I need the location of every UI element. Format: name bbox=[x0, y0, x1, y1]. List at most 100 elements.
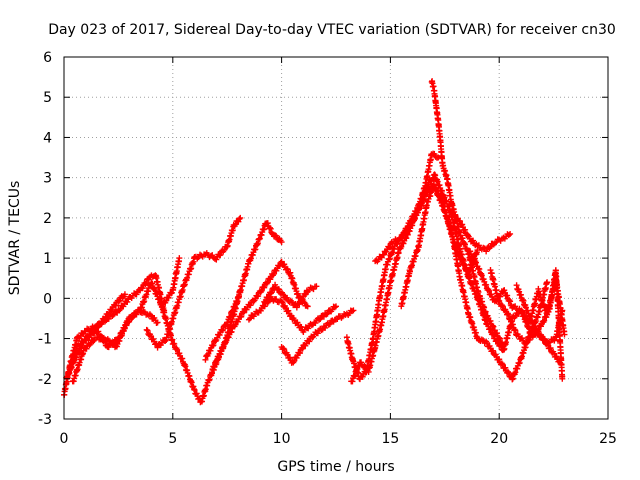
data-point bbox=[551, 337, 558, 344]
chart-title: Day 023 of 2017, Sidereal Day-to-day VTE… bbox=[48, 22, 616, 38]
data-point bbox=[462, 226, 469, 233]
data-point bbox=[545, 308, 552, 315]
data-point bbox=[265, 294, 272, 301]
data-point bbox=[270, 270, 277, 277]
y-tick-label: 4 bbox=[43, 130, 52, 146]
data-point bbox=[498, 302, 505, 309]
data-point bbox=[299, 345, 306, 352]
data-point bbox=[150, 335, 157, 342]
data-point bbox=[220, 343, 227, 350]
data-point bbox=[223, 337, 230, 344]
data-point bbox=[221, 247, 228, 254]
data-point bbox=[498, 360, 505, 367]
data-point bbox=[255, 293, 262, 300]
data-point bbox=[383, 248, 390, 255]
data-point bbox=[399, 234, 406, 241]
data-point bbox=[124, 298, 131, 305]
data-point bbox=[264, 279, 271, 286]
data-point bbox=[293, 304, 300, 311]
data-point bbox=[268, 289, 275, 296]
data-point bbox=[220, 326, 227, 333]
data-point bbox=[176, 255, 183, 262]
data-point bbox=[318, 327, 325, 334]
data-point bbox=[279, 299, 286, 306]
data-point bbox=[234, 318, 241, 325]
data-point bbox=[225, 334, 232, 341]
data-point bbox=[306, 338, 313, 345]
data-point bbox=[410, 213, 417, 220]
data-point bbox=[209, 342, 216, 349]
data-point bbox=[236, 215, 243, 222]
x-axis-label: GPS time / hours bbox=[277, 459, 394, 475]
data-point bbox=[489, 330, 496, 337]
data-point bbox=[240, 309, 247, 316]
data-point bbox=[350, 307, 357, 314]
data-point bbox=[487, 326, 494, 333]
data-point bbox=[133, 291, 140, 298]
data-point bbox=[483, 248, 490, 255]
data-point bbox=[472, 259, 479, 266]
series-track-14 bbox=[372, 150, 442, 265]
data-point bbox=[431, 150, 438, 157]
data-point bbox=[95, 328, 102, 335]
data-point bbox=[129, 314, 136, 321]
data-point bbox=[541, 317, 548, 324]
data-point bbox=[109, 313, 116, 320]
data-point bbox=[541, 336, 548, 343]
data-point bbox=[323, 311, 330, 318]
data-point bbox=[77, 341, 84, 348]
data-point bbox=[219, 344, 226, 351]
data-point bbox=[465, 232, 472, 239]
data-point bbox=[228, 328, 235, 335]
data-point bbox=[540, 336, 547, 343]
data-point bbox=[322, 324, 329, 331]
data-point bbox=[504, 368, 511, 375]
series-track-6 bbox=[158, 287, 244, 406]
data-point bbox=[266, 224, 273, 231]
data-point bbox=[139, 285, 146, 292]
data-point bbox=[451, 213, 458, 220]
data-point bbox=[278, 239, 285, 246]
data-point bbox=[496, 356, 503, 363]
data-point bbox=[284, 266, 291, 273]
data-point bbox=[299, 296, 306, 303]
data-point bbox=[116, 297, 123, 304]
data-point bbox=[284, 294, 291, 301]
data-point bbox=[83, 345, 90, 352]
series-track-11 bbox=[261, 281, 320, 311]
data-point bbox=[531, 323, 538, 330]
grid-lines bbox=[64, 57, 608, 419]
x-tick-label: 5 bbox=[168, 431, 177, 447]
y-tick-label: -2 bbox=[38, 372, 52, 388]
data-point bbox=[267, 225, 274, 232]
data-point bbox=[506, 297, 513, 304]
data-point bbox=[297, 349, 304, 356]
data-point bbox=[450, 211, 457, 218]
data-point bbox=[82, 336, 89, 343]
series-track-8 bbox=[208, 258, 311, 376]
x-tick-label: 25 bbox=[599, 431, 617, 447]
y-tick-label: 0 bbox=[43, 291, 52, 307]
data-point bbox=[143, 279, 150, 286]
data-point bbox=[154, 344, 161, 351]
data-point bbox=[90, 338, 97, 345]
data-point bbox=[497, 342, 504, 349]
data-point bbox=[279, 291, 286, 298]
data-point bbox=[162, 338, 169, 345]
data-point bbox=[361, 362, 368, 369]
data-point bbox=[490, 347, 497, 354]
data-point bbox=[470, 237, 477, 244]
series-track-20 bbox=[487, 267, 566, 382]
data-point bbox=[504, 292, 511, 299]
x-tick-label: 10 bbox=[273, 431, 291, 447]
y-tick-label: -1 bbox=[38, 332, 52, 348]
y-tick-label: 6 bbox=[43, 50, 52, 66]
series-track-4 bbox=[69, 306, 161, 385]
data-point bbox=[386, 243, 393, 250]
data-point bbox=[267, 290, 274, 297]
data-point bbox=[486, 287, 493, 294]
data-point bbox=[484, 339, 491, 346]
series-track-18 bbox=[465, 248, 568, 338]
data-point bbox=[130, 314, 137, 321]
